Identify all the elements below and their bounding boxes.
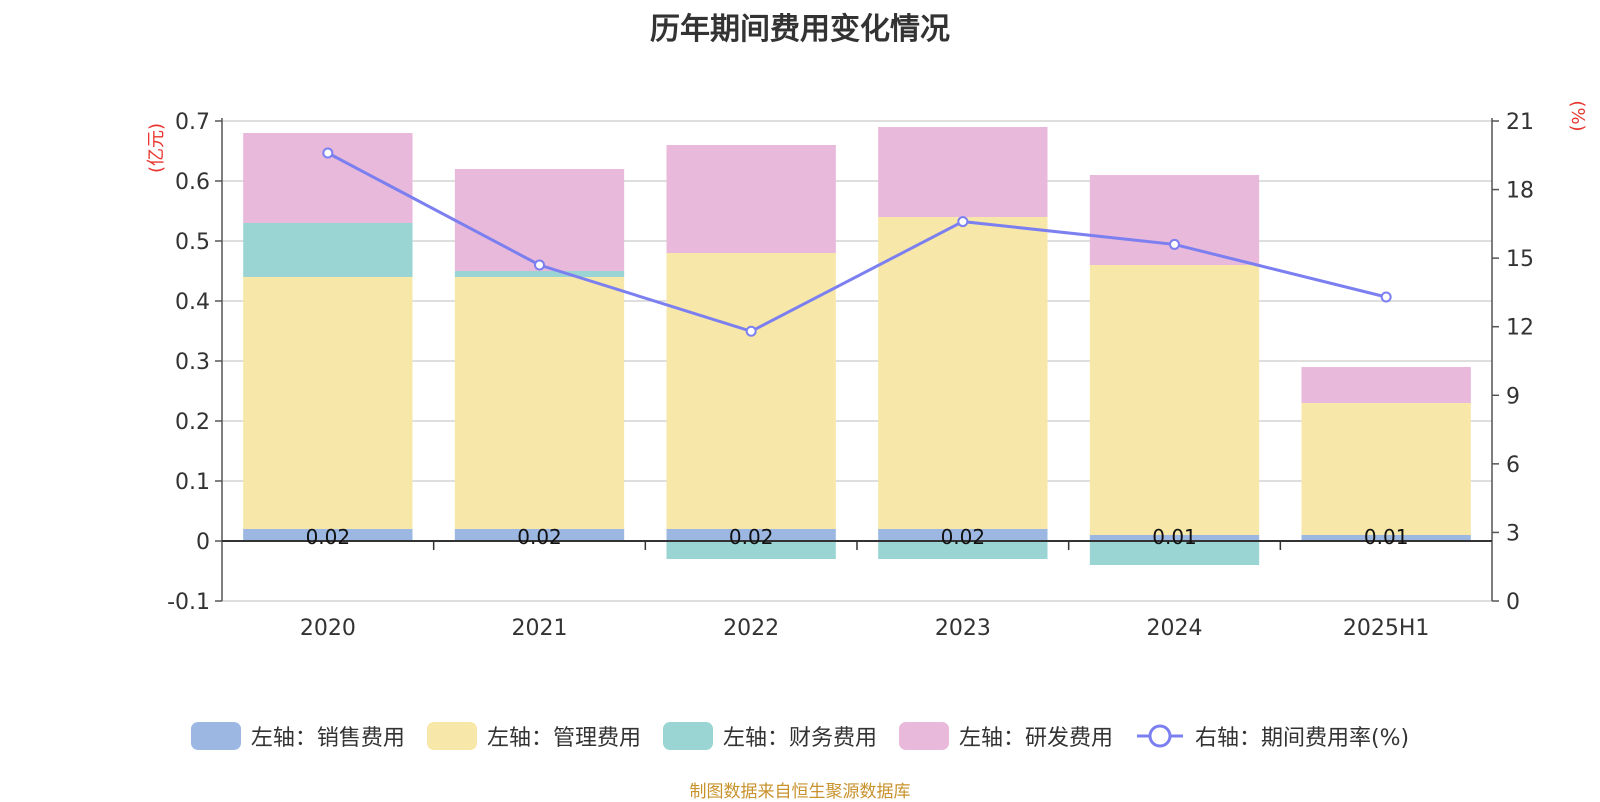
legend-label-admin: 左轴：管理费用 bbox=[486, 726, 641, 751]
rate-point bbox=[322, 147, 334, 159]
legend: 左轴：销售费用 左轴：管理费用 左轴：财务费用 左轴：研发费用 右轴：期间费用率… bbox=[0, 720, 1600, 752]
sales-data-label: 0.02 bbox=[306, 525, 351, 549]
legend-label-sales: 左轴：销售费用 bbox=[250, 726, 405, 751]
legend-line-circle-icon bbox=[1136, 724, 1183, 748]
sales-data-label: 0.02 bbox=[517, 525, 562, 549]
axes: -0.1 0 0.1 0.2 0.3 0.4 0.5 0.6 0.7 0 3 6 9 12 15 18 21 20… bbox=[167, 110, 1534, 641]
bar-2020 bbox=[243, 277, 413, 529]
left-axis-tick-label: -0.1 bbox=[167, 590, 210, 615]
legend-item-sales[interactable]: 左轴：销售费用 bbox=[190, 720, 405, 752]
rate-point bbox=[1380, 291, 1392, 303]
legend-swatch-admin bbox=[426, 722, 477, 750]
legend-swatch-rnd bbox=[898, 722, 949, 750]
right-axis-tick-label: 18 bbox=[1506, 179, 1534, 204]
rate-line-series bbox=[322, 147, 1392, 337]
bar-2020 bbox=[243, 223, 413, 277]
chart-title: 历年期间费用变化情况 bbox=[650, 12, 950, 47]
rate-point bbox=[957, 216, 969, 228]
left-axis-tick-label: 0.6 bbox=[175, 170, 210, 195]
bar-2023 bbox=[878, 541, 1048, 559]
bar-2024 bbox=[1089, 541, 1260, 565]
left-axis-tick-label: 0.3 bbox=[175, 350, 210, 375]
bar-2025H1 bbox=[1301, 367, 1471, 403]
legend-item-rate[interactable]: 右轴：期间费用率(%) bbox=[1135, 720, 1409, 752]
rate-point bbox=[1169, 238, 1180, 250]
bar-2021 bbox=[454, 169, 625, 271]
legend-label-rnd: 左轴：研发费用 bbox=[958, 726, 1113, 751]
bar-2022 bbox=[666, 529, 836, 541]
right-axis-tick-label: 21 bbox=[1506, 110, 1534, 135]
bar-2024 bbox=[1089, 265, 1260, 535]
rate-point bbox=[534, 259, 545, 271]
left-axis-tick-label: 0 bbox=[196, 530, 210, 555]
right-axis-tick-label: 3 bbox=[1506, 521, 1520, 546]
right-axis-tick-label: 9 bbox=[1506, 384, 1520, 409]
data-source-note: 制图数据来自恒生聚源数据库 bbox=[689, 782, 911, 802]
bar-data-labels: 0.02 0.02 0.02 0.02 0.01 0.01 bbox=[306, 525, 1409, 549]
legend-swatch-finance bbox=[662, 722, 713, 750]
rate-line bbox=[327, 151, 1387, 333]
right-axis-tick-label: 6 bbox=[1506, 453, 1520, 478]
bar-2020 bbox=[243, 133, 413, 223]
left-axis-unit: (亿元) bbox=[146, 123, 167, 173]
left-axis-tick-label: 0.5 bbox=[175, 230, 210, 255]
legend-item-finance[interactable]: 左轴：财务费用 bbox=[662, 720, 877, 752]
bar-2022 bbox=[666, 145, 836, 253]
legend-label-rate: 右轴：期间费用率(%) bbox=[1194, 726, 1410, 751]
category-label: 2020 bbox=[300, 616, 356, 641]
rate-point bbox=[745, 325, 757, 337]
right-axis-tick-label: 15 bbox=[1506, 247, 1534, 272]
bar-2024 bbox=[1089, 535, 1260, 541]
bar-2020 bbox=[243, 529, 413, 541]
category-label: 2022 bbox=[723, 616, 779, 641]
right-axis-tick-label: 0 bbox=[1506, 590, 1520, 615]
bar-2023 bbox=[878, 127, 1048, 217]
right-axis-tick-label: 12 bbox=[1506, 316, 1534, 341]
sales-data-label: 0.02 bbox=[941, 525, 986, 549]
category-label: 2024 bbox=[1147, 616, 1203, 641]
sales-data-label: 0.01 bbox=[1364, 525, 1409, 549]
left-axis-tick-label: 0.2 bbox=[175, 410, 210, 435]
legend-item-rnd[interactable]: 左轴：研发费用 bbox=[898, 720, 1113, 752]
bar-2022 bbox=[666, 253, 836, 529]
legend-label-finance: 左轴：财务费用 bbox=[722, 726, 877, 751]
left-axis-tick-label: 0.7 bbox=[175, 110, 210, 135]
bar-2023 bbox=[878, 217, 1048, 529]
category-label: 2023 bbox=[935, 616, 991, 641]
sales-data-label: 0.02 bbox=[729, 525, 774, 549]
category-label: 2025H1 bbox=[1343, 616, 1430, 641]
sales-data-label: 0.01 bbox=[1152, 525, 1197, 549]
category-label: 2021 bbox=[512, 616, 568, 641]
legend-item-admin[interactable]: 左轴：管理费用 bbox=[426, 720, 641, 752]
bar-series bbox=[243, 127, 1471, 565]
left-axis-tick-label: 0.4 bbox=[175, 290, 210, 315]
bar-2021 bbox=[454, 271, 625, 277]
right-axis-unit: (%) bbox=[1567, 100, 1588, 131]
bar-2023 bbox=[878, 529, 1048, 541]
bar-2022 bbox=[666, 541, 836, 559]
bar-2025H1 bbox=[1301, 535, 1471, 541]
bar-2024 bbox=[1089, 175, 1260, 265]
bar-2021 bbox=[454, 529, 625, 541]
bar-2025H1 bbox=[1301, 403, 1471, 535]
left-axis-tick-label: 0.1 bbox=[175, 470, 210, 495]
legend-swatch-sales bbox=[190, 722, 241, 750]
bar-2021 bbox=[454, 277, 625, 529]
